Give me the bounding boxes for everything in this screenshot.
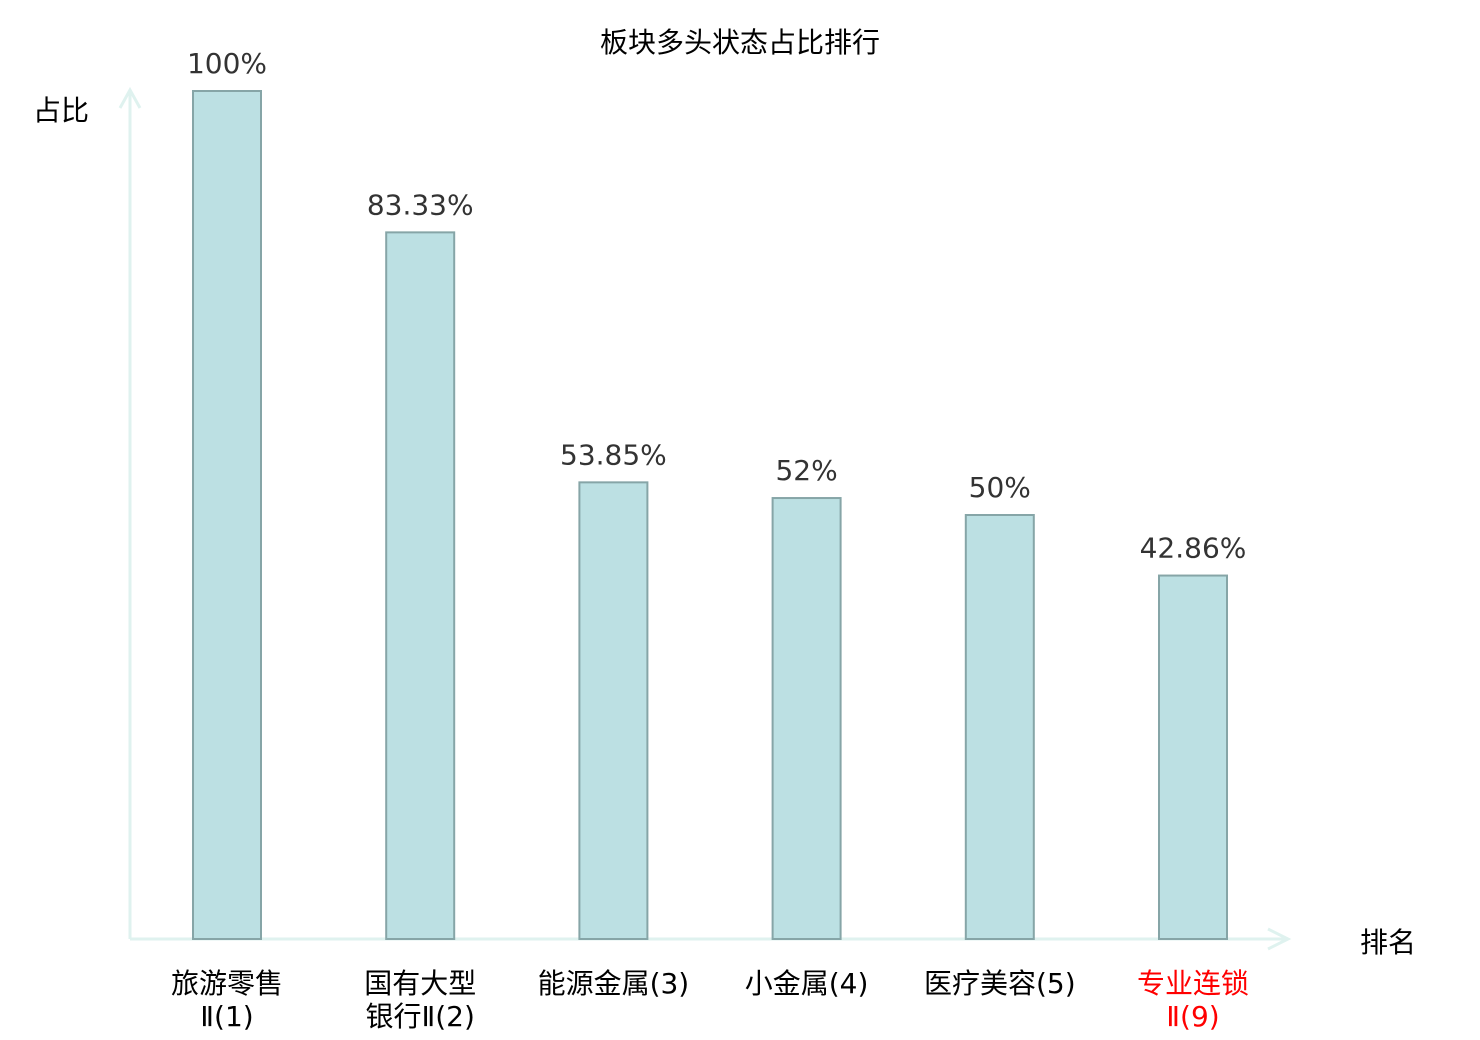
value-label: 83.33% [367, 188, 474, 221]
x-tick-label: 银行Ⅱ(2) [365, 1000, 474, 1033]
bar [578, 481, 649, 940]
value-label: 53.85% [560, 438, 667, 471]
x-tick-label: 能源金属(3) [538, 967, 690, 1000]
bar [1158, 574, 1228, 940]
x-axis-label: 排名 [1360, 926, 1416, 959]
x-axis-arrow-icon [1267, 927, 1292, 951]
x-tick-label: 专业连锁 [1137, 967, 1249, 1000]
chart-title: 板块多头状态占比排行 [600, 26, 880, 59]
bar [964, 514, 1035, 940]
axes [118, 86, 1292, 951]
y-axis-label: 占比 [33, 94, 89, 127]
bar [771, 497, 842, 940]
bar [192, 90, 262, 940]
value-label: 100% [187, 47, 267, 80]
x-tick-label: 小金属(4) [745, 967, 869, 1000]
y-axis-arrow-icon [118, 86, 142, 109]
value-label: 52% [775, 454, 837, 487]
x-tick-label: Ⅱ(1) [200, 1000, 253, 1033]
x-tick-label: 国有大型 [364, 967, 476, 1000]
x-tick-label: 医疗美容(5) [924, 967, 1076, 1000]
bar [385, 231, 456, 941]
x-tick-label: Ⅱ(9) [1166, 1000, 1219, 1033]
x-tick-label: 旅游零售 [171, 967, 283, 1000]
value-label: 42.86% [1140, 532, 1247, 565]
value-label: 50% [969, 471, 1031, 504]
